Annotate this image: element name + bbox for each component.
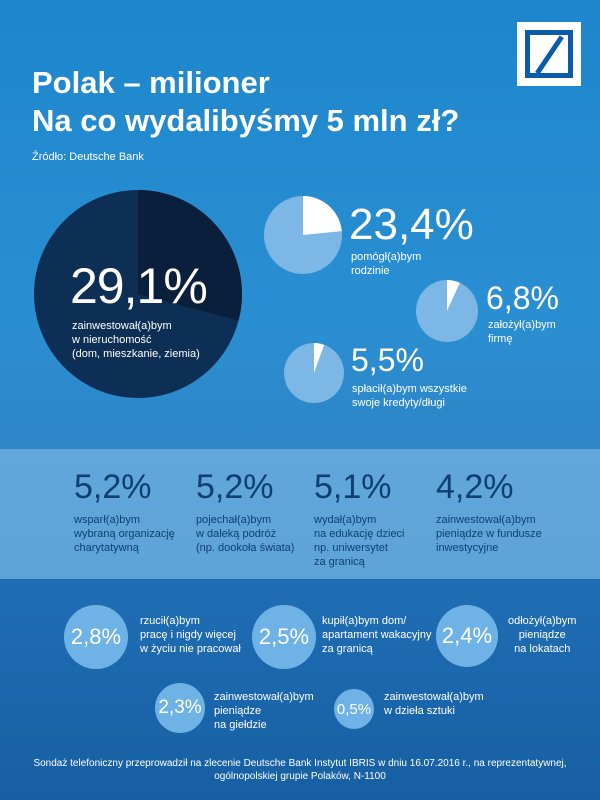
desc-line: kupił(a)bym dom/ (322, 615, 407, 627)
desc-line: rzucił(a)bym (140, 615, 200, 627)
circle-deposits: 2,4% (436, 605, 498, 667)
title-line-1: Polak – milioner (32, 65, 270, 100)
desc-line: pracę i nigdy więcej (140, 629, 236, 641)
circle-holiday-home: 2,5% (252, 605, 316, 669)
main-pie-chart (34, 190, 242, 398)
desc-line: na lokatach (514, 643, 571, 655)
band-line: wsparł(a)bym (74, 514, 141, 526)
pie-slice (314, 343, 325, 373)
band-line: za granicą (314, 556, 365, 568)
title-line-2: Na co wydalibyśmy 5 mln zł? (32, 103, 460, 138)
band-pct: 5,2% (196, 468, 274, 506)
desc-art: zainwestował(a)bym w dzieła sztuki (384, 690, 484, 718)
desc-company: założył(a)bym firmę (488, 318, 556, 346)
desc-holiday-home: kupił(a)bym dom/ apartament wakacyjny za… (322, 614, 431, 656)
main-desc: zainwestował(a)bym w nieruchomość (dom, … (72, 319, 252, 361)
band-item-charity: 5,2% wsparł(a)bym wybraną organizację ch… (74, 468, 175, 555)
desc-line: apartament wakacyjny (322, 629, 432, 641)
band-pct: 5,1% (314, 468, 392, 506)
desc-stocks: zainwestował(a)bym pieniądze na giełdzie (214, 690, 314, 732)
band-line: (np. dookoła świata) (196, 542, 295, 554)
pie-company (416, 280, 478, 342)
deutsche-bank-logo (517, 22, 581, 86)
page-title: Polak – milioner Na co wydalibyśmy 5 mln… (32, 64, 459, 140)
desc-line: na giełdzie (214, 719, 267, 731)
desc-line: pieniądze (214, 705, 262, 717)
desc-line: za granicą (322, 643, 373, 655)
band-line: pojechał(a)bym (196, 514, 272, 526)
footnote-line: Sondaż telefoniczny przeprowadził na zle… (33, 758, 567, 769)
pie-debts (284, 343, 344, 403)
footnote-line: ogólnopolskiej grupie Polaków, N-1100 (214, 771, 386, 782)
band-line: charytatywną (74, 542, 139, 554)
desc-quit-job: rzucił(a)bym pracę i nigdy więcej w życi… (140, 614, 241, 656)
band-desc: zainwestował(a)bym pieniądze w fundusze … (436, 513, 542, 555)
pct-debts: 5,5% (351, 342, 424, 378)
pie-family (264, 196, 342, 274)
desc-line: w dzieła sztuki (384, 705, 455, 717)
middle-band (0, 449, 600, 579)
band-item-funds: 4,2% zainwestował(a)bym pieniądze w fund… (436, 468, 542, 555)
circle-quit-job: 2,8% (64, 605, 128, 669)
desc-line: spłacił(a)bym wszystkie (352, 383, 467, 395)
pie-slice (447, 280, 460, 311)
circle-stocks: 2,3% (155, 683, 205, 733)
band-desc: wsparł(a)bym wybraną organizację charyta… (74, 513, 175, 555)
main-desc-line: (dom, mieszkanie, ziemia) (72, 348, 200, 360)
main-desc-line: zainwestował(a)bym (72, 320, 172, 332)
band-line: zainwestował(a)bym (436, 514, 536, 526)
desc-line: w życiu nie pracował (140, 643, 241, 655)
band-line: pieniądze w fundusze (436, 528, 542, 540)
desc-line: założył(a)bym (488, 319, 556, 331)
source-label: Źródło: Deutsche Bank (32, 151, 144, 163)
desc-line: zainwestował(a)bym (384, 691, 484, 703)
main-pie-slice (138, 190, 242, 321)
desc-line: swoje kredyty/długi (352, 397, 445, 409)
band-item-travel: 5,2% pojechał(a)bym w daleką podróż (np.… (196, 468, 294, 555)
desc-line: pomógł(a)bym (351, 251, 422, 263)
desc-line: zainwestował(a)bym (214, 691, 314, 703)
band-line: wydał(a)bym (314, 514, 377, 526)
footnote: Sondaż telefoniczny przeprowadził na zle… (0, 757, 600, 783)
pie-slice (303, 196, 342, 235)
band-pct: 5,2% (74, 468, 152, 506)
band-line: w daleką podróż (196, 528, 277, 540)
band-desc: pojechał(a)bym w daleką podróż (np. dook… (196, 513, 294, 555)
main-desc-line: w nieruchomość (72, 334, 152, 346)
pct-family: 23,4% (349, 200, 474, 249)
desc-line: firmę (488, 333, 513, 345)
band-item-education: 5,1% wydał(a)bym na edukację dzieci np. … (314, 468, 405, 569)
desc-line: pieniądze (518, 629, 566, 641)
band-desc: wydał(a)bym na edukację dzieci np. uniwe… (314, 513, 405, 569)
band-line: inwestycyjne (436, 542, 499, 554)
desc-deposits: odłożył(a)bym pieniądze na lokatach (508, 614, 576, 656)
band-pct: 4,2% (436, 468, 514, 506)
circle-art: 0,5% (334, 689, 374, 729)
desc-line: rodzinie (351, 265, 390, 277)
main-pct: 29,1% (70, 258, 208, 314)
desc-debts: spłacił(a)bym wszystkie swoje kredyty/dł… (352, 382, 467, 410)
band-line: na edukację dzieci (314, 528, 405, 540)
desc-line: odłożył(a)bym (508, 615, 577, 627)
desc-family: pomógł(a)bym rodzinie (351, 250, 421, 278)
pct-company: 6,8% (486, 280, 559, 316)
band-line: np. uniwersytet (314, 542, 388, 554)
band-line: wybraną organizację (74, 528, 175, 540)
